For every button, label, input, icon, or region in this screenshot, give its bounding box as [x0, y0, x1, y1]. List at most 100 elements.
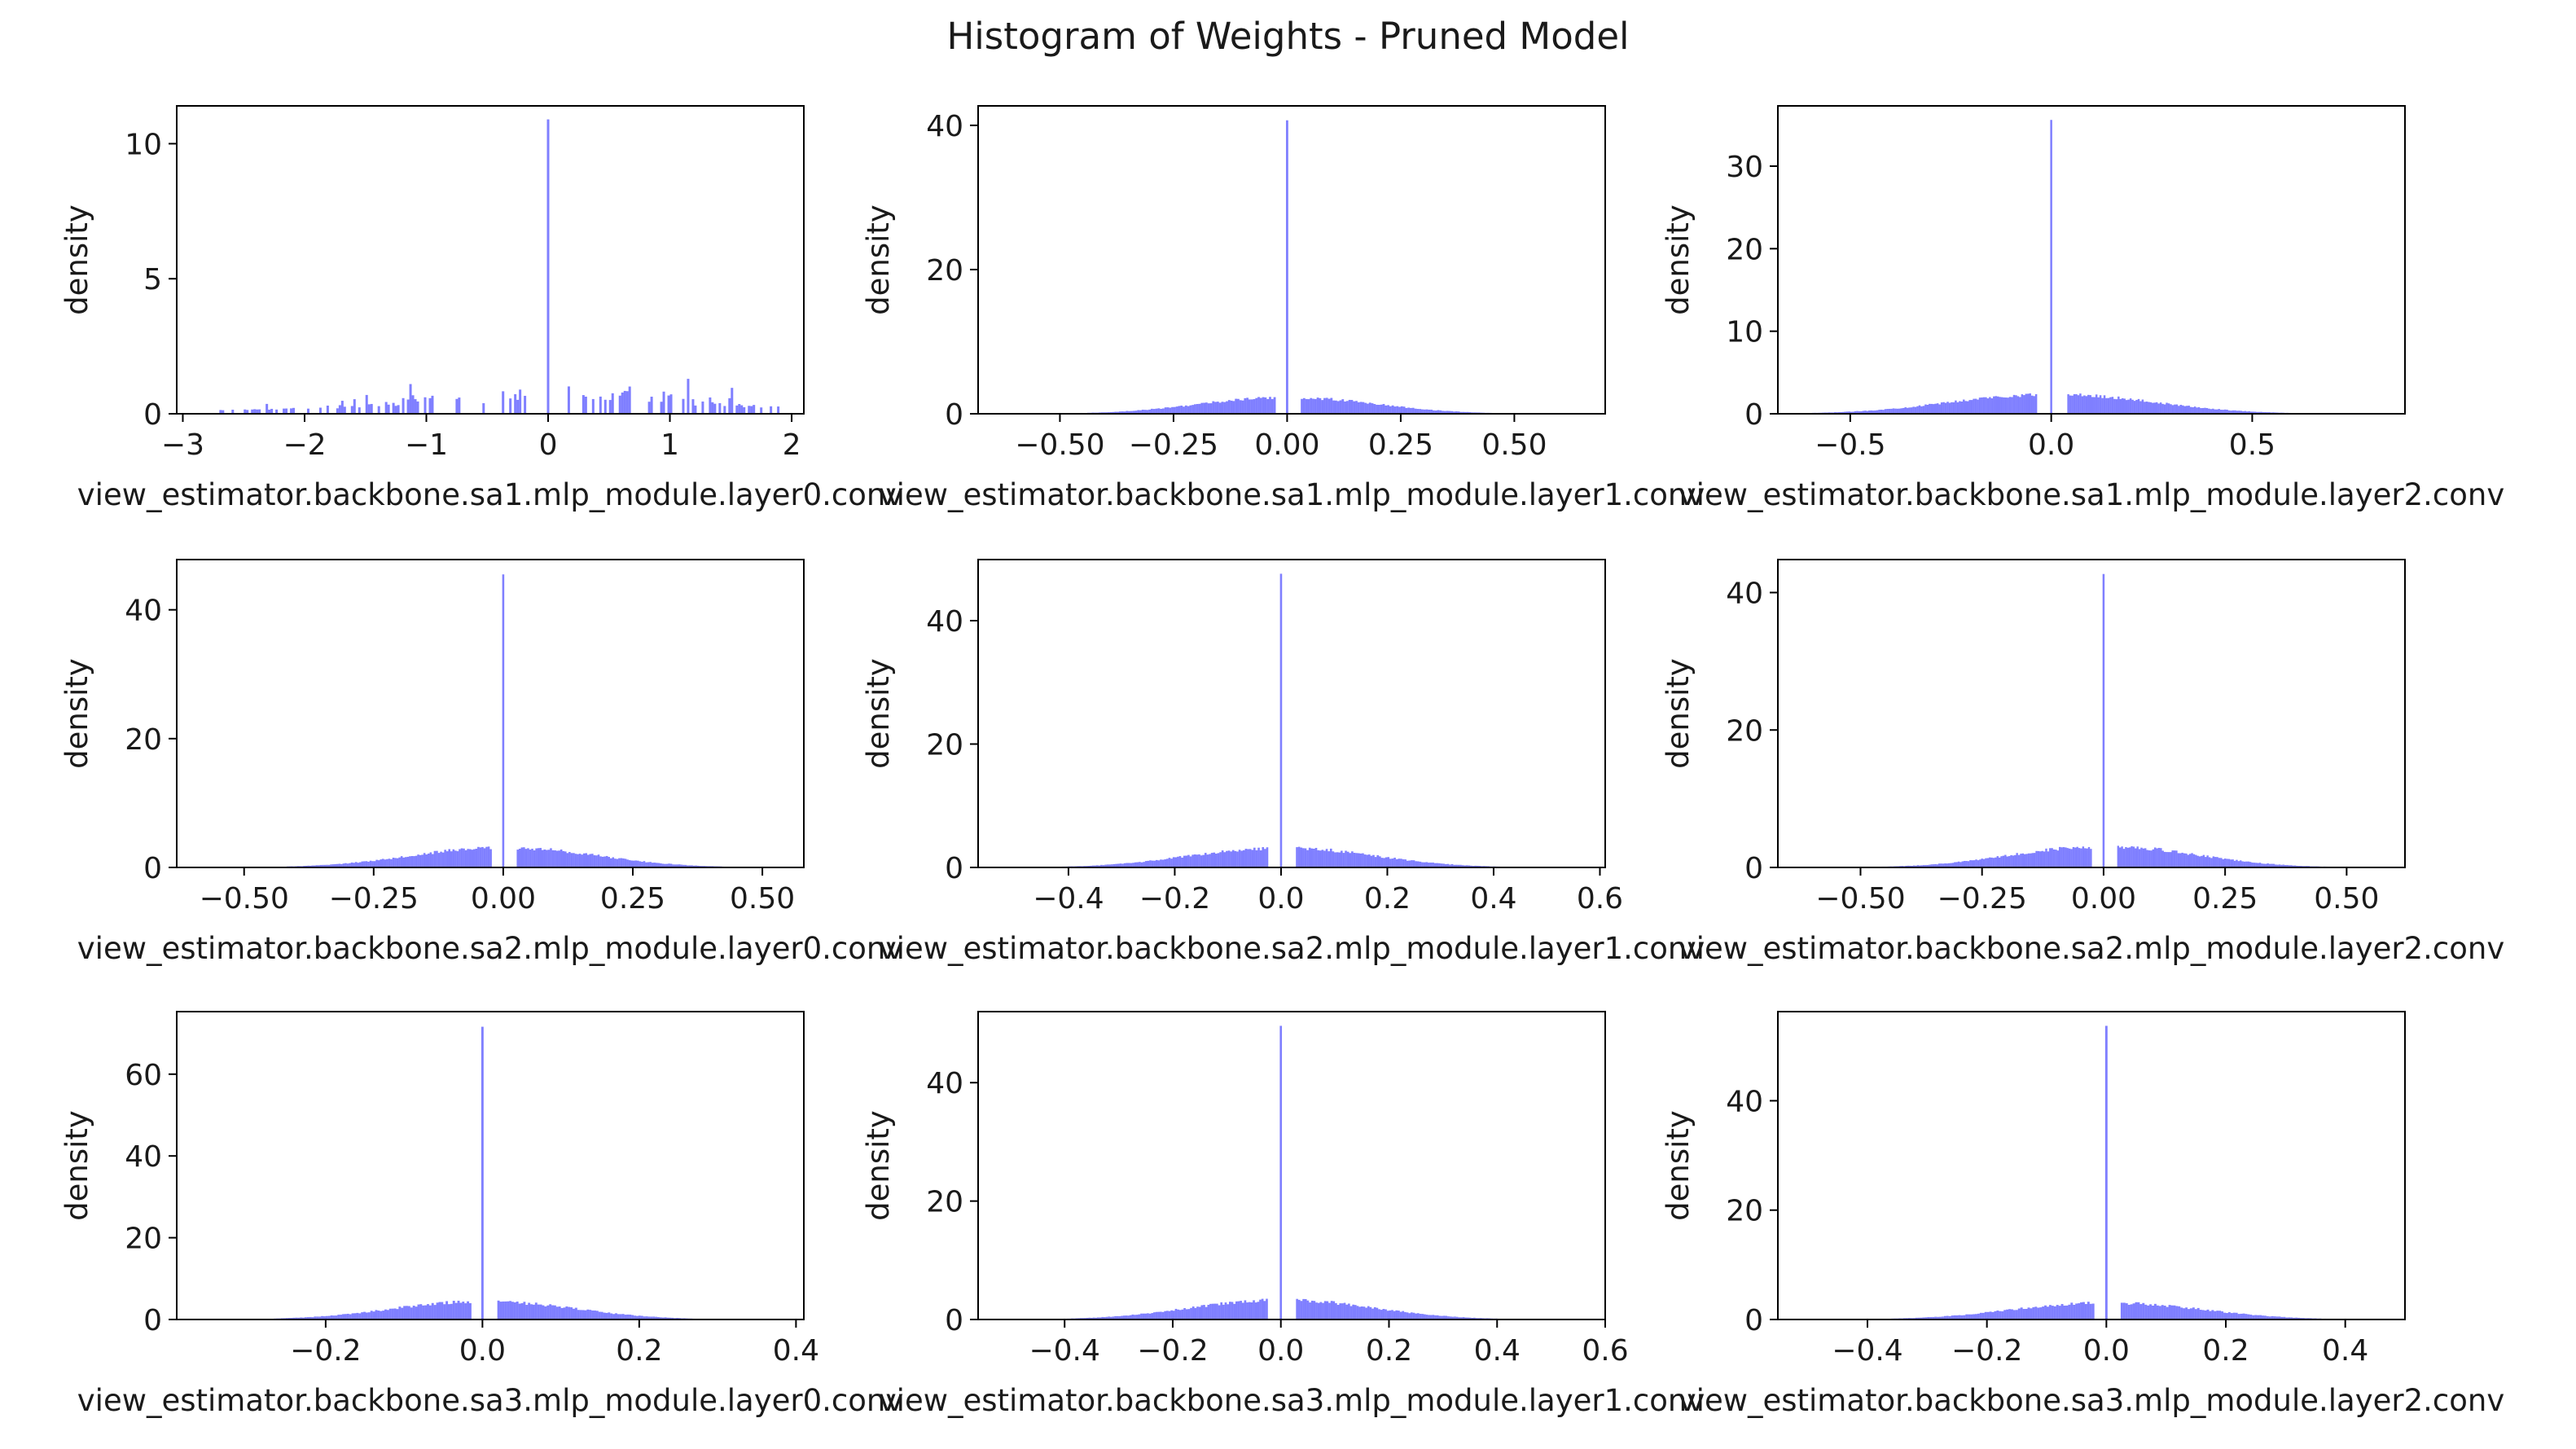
histogram-bar	[1378, 1309, 1380, 1319]
histogram-bar	[2290, 1317, 2293, 1319]
histogram-bar	[2039, 851, 2042, 867]
histogram-bar	[1319, 397, 1322, 414]
histogram-bar	[2048, 1305, 2052, 1319]
histogram-bar	[1153, 860, 1156, 867]
histogram-bar	[431, 1302, 434, 1319]
histogram-bar	[1105, 1316, 1108, 1319]
axes-frame	[176, 1011, 805, 1320]
histogram-bar	[1193, 854, 1196, 867]
histogram-bar	[445, 851, 449, 867]
histogram-bar	[1442, 411, 1444, 414]
histogram-bar	[2288, 865, 2291, 867]
histogram-bars	[1807, 1302, 2376, 1319]
histogram-bar	[2145, 402, 2148, 414]
histogram-bar	[1410, 407, 1412, 414]
x-tick-label: 0.25	[1368, 428, 1433, 462]
x-tick-label: 0.50	[1481, 428, 1547, 462]
histogram-bar	[560, 849, 563, 867]
histogram-bar	[1244, 1300, 1247, 1319]
histogram-bar	[603, 856, 606, 867]
histogram-bar	[2208, 408, 2210, 414]
histogram-bar	[392, 402, 395, 414]
histogram-bar	[1936, 403, 1939, 414]
histogram-bar	[1143, 862, 1145, 867]
y-tick-label: 20	[1726, 233, 1763, 266]
histogram-bar	[1937, 863, 1941, 867]
histogram-bar	[353, 1313, 357, 1319]
histogram-bar	[570, 853, 573, 867]
histogram-bar	[1840, 411, 1842, 414]
histogram-bar	[1137, 410, 1140, 414]
histogram-bar	[2171, 850, 2174, 867]
x-tick-label: 0.6	[1582, 1334, 1628, 1368]
histogram-bar	[2138, 849, 2141, 867]
histogram-bar	[1319, 1302, 1323, 1319]
histogram-bar	[628, 386, 631, 414]
histogram-bar	[2227, 858, 2231, 867]
histogram-bar	[2212, 408, 2214, 414]
histogram-bar	[2160, 848, 2162, 867]
histogram-bar	[391, 1308, 394, 1319]
histogram-bar	[651, 863, 654, 867]
histogram-bar	[1160, 859, 1162, 867]
x-axis-ticks: −0.50 −0.25 0.00 0.25 0.50	[200, 867, 795, 916]
histogram-bar	[319, 864, 323, 867]
histogram-bar	[630, 860, 633, 867]
histogram-bar	[2007, 397, 2009, 414]
histogram-bar	[1207, 1304, 1210, 1319]
histogram-bar	[2206, 855, 2209, 867]
histogram-bar	[380, 859, 382, 867]
histogram-bar	[251, 409, 254, 414]
histogram-bar	[1850, 411, 1853, 414]
histogram-bar	[2212, 856, 2215, 867]
histogram-bar	[2227, 1312, 2231, 1319]
histogram-bar	[314, 1316, 317, 1319]
histogram-bar	[1419, 409, 1422, 414]
x-axis-label: view_estimator.backbone.sa2.mlp_module.l…	[77, 931, 903, 966]
histogram-bar	[1148, 1313, 1152, 1319]
histogram-bar	[487, 846, 490, 867]
histogram-bar	[504, 1301, 507, 1319]
histogram-bar	[2069, 395, 2072, 414]
histogram-bars	[1014, 397, 1569, 414]
histogram-bar	[1296, 847, 1298, 867]
histogram-bar	[1909, 865, 1911, 867]
histogram-bar	[1406, 860, 1409, 867]
histogram-bar	[2011, 1309, 2013, 1319]
histogram-bar	[645, 1316, 648, 1319]
histogram-bar	[621, 1314, 625, 1319]
histogram-bar	[2125, 1303, 2128, 1319]
histogram-bar	[2011, 397, 2013, 414]
histogram-bar	[2144, 402, 2146, 414]
histogram-bar	[603, 1312, 606, 1319]
histogram-bar	[1902, 407, 1905, 414]
histogram-bar	[2240, 860, 2242, 867]
histogram-bar	[2257, 863, 2259, 867]
histogram-bar	[1932, 864, 1935, 867]
histogram-bar	[1189, 405, 1192, 414]
histogram-bar	[1100, 864, 1103, 867]
histogram-bar	[529, 850, 532, 867]
histogram-bar	[574, 854, 577, 867]
histogram-bar	[246, 410, 249, 414]
histogram-bar	[1942, 863, 1945, 867]
histogram-bar	[1981, 397, 1983, 414]
histogram-bar	[410, 1307, 413, 1319]
histogram-bar	[645, 862, 647, 867]
x-axis-ticks: −0.4 −0.2 0.0 0.2 0.4	[1832, 1319, 2368, 1368]
histogram-bar	[1323, 850, 1326, 867]
histogram-bar	[1461, 865, 1464, 867]
histogram-bar	[1148, 409, 1152, 414]
histogram-bar	[2089, 395, 2091, 414]
histogram-bar	[1453, 864, 1455, 867]
x-tick-label: 0.25	[600, 882, 665, 916]
histogram-bar	[2095, 394, 2098, 414]
y-tick-label: 20	[1726, 1195, 1763, 1228]
histogram-bar	[591, 398, 595, 414]
axes-frame	[977, 1011, 1606, 1320]
histogram-bar	[2253, 863, 2256, 867]
histogram-bar	[1191, 405, 1195, 414]
histogram-bar	[1104, 1317, 1106, 1319]
histogram-bar	[2189, 406, 2192, 414]
histogram-bar	[1178, 1310, 1182, 1319]
